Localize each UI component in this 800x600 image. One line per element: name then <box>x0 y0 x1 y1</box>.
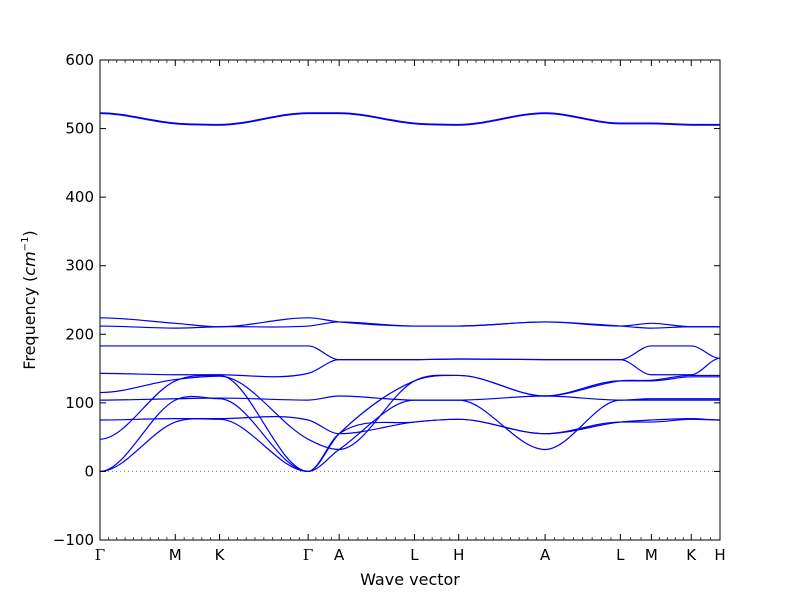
y-tick-label: 400 <box>65 188 94 206</box>
band-line-4 <box>99 415 721 435</box>
y-tick-label: 0 <box>84 462 94 480</box>
band-line-11 <box>99 112 720 126</box>
x-tick-label: K <box>686 546 697 564</box>
y-tick-label: 300 <box>65 257 94 275</box>
x-tick-label: K <box>215 546 226 564</box>
y-axis-label-unit-open: ( <box>20 276 39 282</box>
band-line-10 <box>99 317 720 328</box>
x-tick-label: M <box>645 546 658 564</box>
y-tick-label: 600 <box>65 51 94 69</box>
y-axis-label-unit-exp: −1 <box>20 237 31 252</box>
x-tick-label: H <box>714 546 725 564</box>
y-axis-label-unit: cm <box>20 251 39 275</box>
band-line-8 <box>100 345 721 361</box>
band-lines <box>99 112 721 473</box>
x-tick-label: A <box>540 546 551 564</box>
y-tick-label: 100 <box>65 394 94 412</box>
band-line-6 <box>99 374 720 451</box>
x-tick-label: A <box>334 546 345 564</box>
plot-frame <box>99 59 721 541</box>
y-axis-label: Frequency (cm−1) <box>20 230 39 369</box>
x-tick-label: H <box>453 546 464 564</box>
x-tick-label: L <box>410 546 419 564</box>
x-tick-label: Γ <box>303 546 313 564</box>
y-tick-label: 200 <box>65 325 94 343</box>
plot-background <box>100 60 720 540</box>
y-tick-label: 500 <box>65 120 94 138</box>
x-tick-label: Γ <box>95 546 105 564</box>
band-line-5 <box>99 395 720 401</box>
y-axis-label-text: Frequency <box>20 287 39 370</box>
y-axis-label-unit-close: ) <box>20 230 39 236</box>
x-axis-label: Wave vector <box>360 570 460 589</box>
band-line-12 <box>99 112 720 126</box>
x-tick-label: M <box>169 546 182 564</box>
x-tick-label: L <box>616 546 625 564</box>
y-tick-label: −100 <box>53 531 94 549</box>
